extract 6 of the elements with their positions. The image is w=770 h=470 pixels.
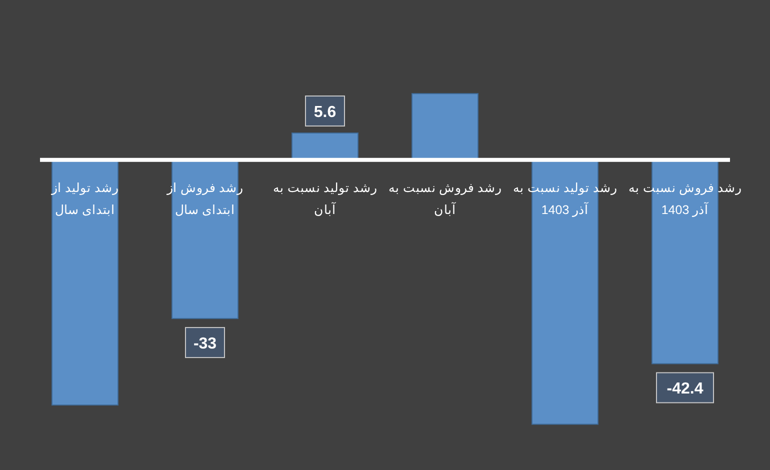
x-tick-label: رشد تولید از ابتدای سال: [50, 180, 118, 217]
data-label: 5.6: [314, 104, 336, 122]
x-tick-label: رشد تولید نسبت به آبان: [272, 180, 378, 217]
data-label: -33: [193, 336, 217, 353]
data-label: -42.4: [666, 380, 704, 398]
x-tick-label: رشد فروش نسبت به آبان: [388, 180, 502, 217]
